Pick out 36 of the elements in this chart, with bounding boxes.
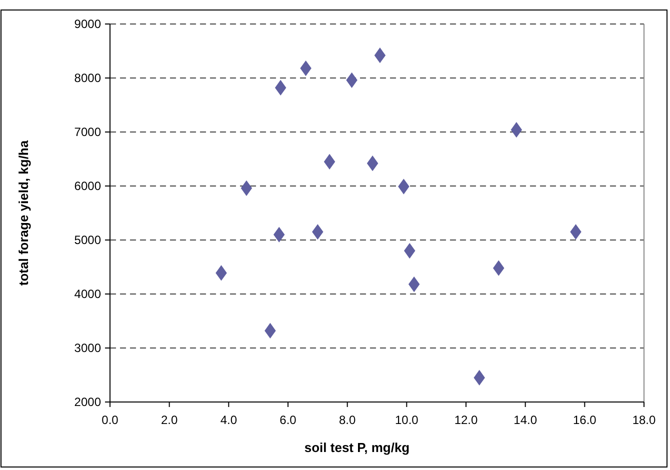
y-tick-label: 9000 [74, 17, 102, 32]
point [404, 243, 416, 259]
point [273, 226, 285, 242]
x-tick-label: 0.0 [102, 413, 119, 427]
point [398, 178, 410, 194]
y-tick-label: 7000 [74, 125, 102, 140]
x-axis-title: soil test P, mg/kg [304, 440, 410, 455]
x-tick-label: 18.0 [632, 413, 656, 427]
point [474, 370, 485, 386]
x-tick-label: 2.0 [160, 413, 178, 427]
x-tick-label: 6.0 [280, 413, 297, 427]
point [374, 48, 386, 64]
point [408, 276, 420, 292]
y-tick-label: 8000 [74, 71, 102, 86]
point [510, 122, 522, 138]
y-tick-label: 4000 [74, 287, 102, 302]
point [324, 154, 336, 170]
point [274, 80, 286, 96]
x-tick-label: 16.0 [572, 413, 597, 427]
y-axis-title: total forage yield, kg/ha [16, 140, 31, 286]
y-tick-label: 3000 [74, 341, 102, 356]
point [366, 156, 378, 172]
point [216, 265, 227, 281]
point [493, 260, 504, 276]
y-tick-label: 5000 [74, 233, 102, 248]
point [570, 224, 582, 240]
x-tick-label: 4.0 [220, 413, 238, 427]
y-tick-label: 2000 [74, 395, 102, 410]
x-tick-label: 14.0 [514, 413, 538, 427]
x-tick-label: 10.0 [394, 413, 419, 427]
point [312, 224, 324, 240]
y-tick-label: 6000 [74, 179, 102, 194]
point [240, 180, 252, 196]
x-tick-label: 8.0 [338, 413, 356, 427]
point [346, 72, 358, 88]
x-tick-label: 12.0 [454, 413, 478, 427]
